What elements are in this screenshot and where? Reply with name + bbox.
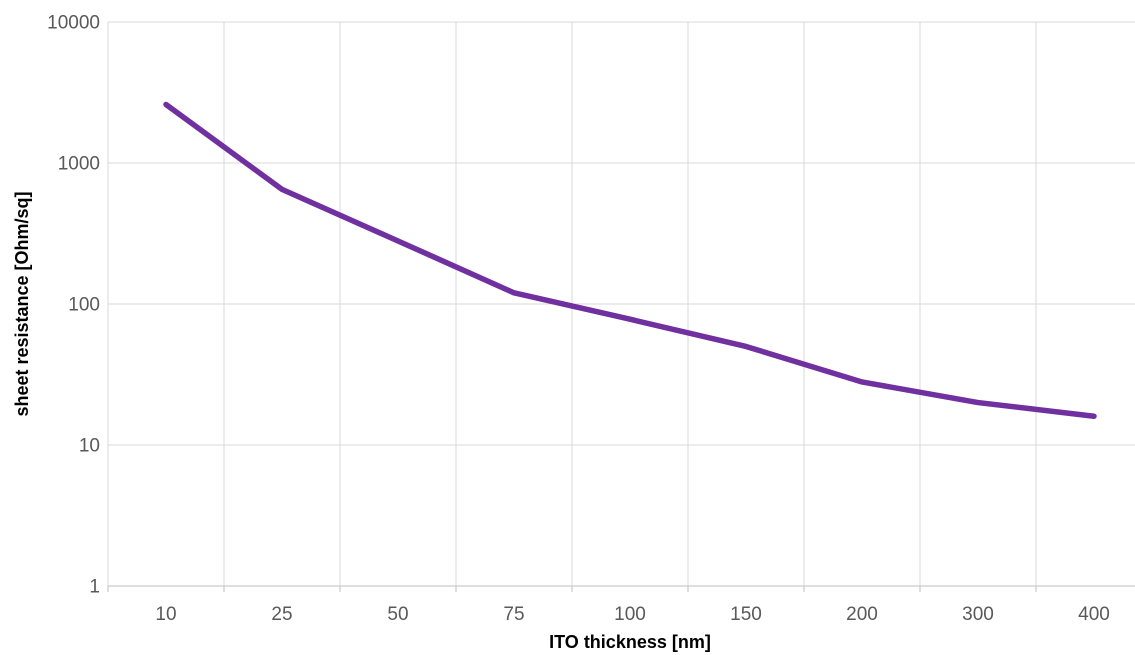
y-tick-label: 1000: [58, 154, 100, 175]
x-tick-label: 50: [387, 604, 408, 625]
y-tick-label: 10: [79, 436, 100, 457]
y-tick-label: 100: [68, 295, 100, 316]
x-tick-label: 150: [730, 604, 762, 625]
series-line-sheet-resistance: [163, 101, 1097, 419]
y-axis-title: sheet resistance [Ohm/sq]: [12, 191, 32, 417]
x-tick-label: 400: [1078, 604, 1110, 625]
y-tick-label: 1: [89, 577, 100, 598]
y-tick-label: 10000: [47, 13, 100, 34]
x-axis-title: ITO thickness [nm]: [549, 632, 711, 652]
x-tick-label: 75: [503, 604, 524, 625]
x-tick-label: 300: [962, 604, 994, 625]
x-tick-label: 10: [155, 604, 176, 625]
x-tick-label: 25: [271, 604, 292, 625]
x-tick-label: 200: [846, 604, 878, 625]
x-tick-label: 100: [614, 604, 646, 625]
